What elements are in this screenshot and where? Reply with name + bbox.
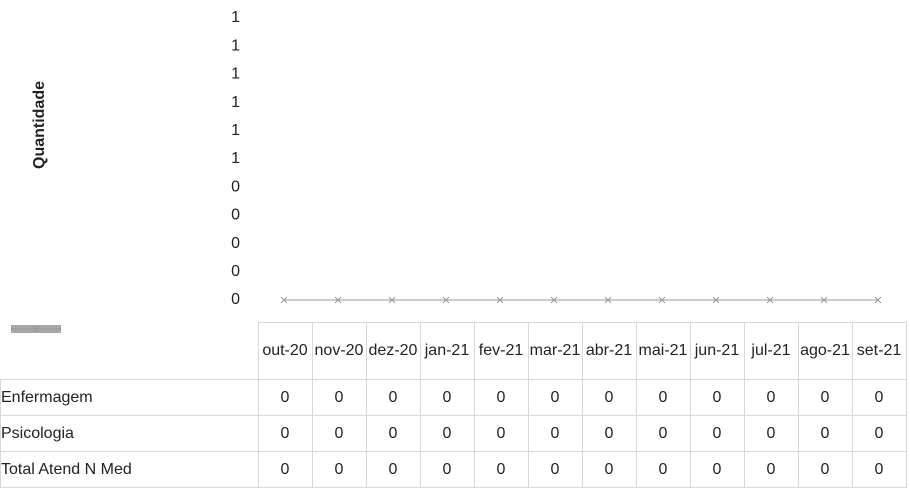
x-tick-label: jan-21 (419, 322, 475, 380)
table-value: 0 (527, 379, 583, 416)
table-header-row: out-20 nov-20 dez-20 jan-21 fev-21 mar-21 abr-… (1, 322, 907, 380)
table-value: 0 (797, 451, 853, 488)
x-tick-label: jun-21 (689, 322, 745, 380)
table-value: 0 (581, 415, 637, 452)
chart: Quantidade 0 0 0 0 0 1 1 1 1 1 1 (31, 9, 882, 308)
legend-entry: Enfermagem (0, 324, 259, 416)
table-value: 0 (635, 451, 691, 488)
legend-entry: Psicologia (0, 324, 259, 452)
table-value: 0 (257, 379, 313, 416)
marker (280, 296, 288, 304)
table-value: 0 (689, 415, 745, 452)
table-value: 0 (689, 379, 745, 416)
table-value: 0 (473, 451, 529, 488)
table-value: 0 (797, 415, 853, 452)
marker (874, 296, 882, 304)
marker (388, 296, 396, 304)
table-value: 0 (743, 379, 799, 416)
legend-marker (32, 325, 39, 332)
table-value: 0 (473, 415, 529, 452)
table-row: Enfermagem 0 0 0 0 0 0 0 0 0 0 0 0 (0, 324, 907, 416)
table-value: 0 (851, 451, 907, 488)
table-row: Total Atend N Med 0 0 0 0 0 0 0 0 0 0 0 0 (0, 325, 907, 488)
marker (550, 296, 558, 304)
x-tick-label: mar-21 (527, 322, 583, 380)
marker (712, 296, 720, 304)
x-tick-label: out-20 (257, 322, 313, 380)
table-row: Psicologia 0 0 0 0 0 0 0 0 0 0 0 0 (0, 324, 907, 452)
marker (334, 296, 342, 304)
table-value: 0 (365, 451, 421, 488)
marker (820, 296, 828, 304)
y-tick-label: 0 (231, 178, 240, 195)
table-value: 0 (419, 415, 475, 452)
x-tick-label: mai-21 (635, 322, 691, 380)
table-value: 0 (365, 379, 421, 416)
x-tick-label: ago-21 (797, 322, 853, 380)
data-table: out-20 nov-20 dez-20 jan-21 fev-21 mar-21 abr-… (0, 322, 907, 488)
x-tick-label: dez-20 (365, 322, 421, 380)
legend-label: Psicologia (1, 424, 74, 442)
legend-label: Enfermagem (1, 388, 93, 406)
table-value: 0 (257, 451, 313, 488)
y-tick-label: 1 (231, 9, 240, 26)
table-value: 0 (581, 379, 637, 416)
table-value: 0 (527, 451, 583, 488)
y-tick-label: 0 (231, 263, 240, 280)
marker (766, 296, 774, 304)
legend-entry: Total Atend N Med (0, 325, 259, 488)
y-tick-label: 1 (231, 37, 240, 54)
table-value: 0 (689, 451, 745, 488)
table-value: 0 (257, 415, 313, 452)
x-tick-label: nov-20 (311, 322, 367, 380)
table-value: 0 (743, 451, 799, 488)
marker (658, 296, 666, 304)
x-tick-label: jul-21 (743, 322, 799, 380)
table-value: 0 (365, 415, 421, 452)
x-tick-label: abr-21 (581, 322, 637, 380)
y-tick-label: 1 (231, 66, 240, 83)
table-value: 0 (311, 379, 367, 416)
table-value: 0 (527, 415, 583, 452)
marker (496, 296, 504, 304)
table-value: 0 (635, 415, 691, 452)
legend-label: Total Atend N Med (1, 460, 132, 478)
y-tick-label: 1 (231, 122, 240, 139)
table-value: 0 (419, 451, 475, 488)
marker (604, 296, 612, 304)
table-value: 0 (581, 451, 637, 488)
table-value: 0 (311, 415, 367, 452)
y-tick-label: 1 (231, 94, 240, 111)
table-value: 0 (311, 451, 367, 488)
y-tick-label: 1 (231, 150, 240, 167)
x-tick-label: fev-21 (473, 322, 529, 380)
y-tick-label: 0 (231, 207, 240, 224)
marker (442, 296, 450, 304)
table-value: 0 (851, 415, 907, 452)
table-value: 0 (851, 379, 907, 416)
table-value: 0 (419, 379, 475, 416)
x-tick-label: set-21 (851, 322, 907, 380)
y-axis-label: Quantidade (31, 81, 48, 169)
table-value: 0 (473, 379, 529, 416)
table-value: 0 (743, 415, 799, 452)
table-value: 0 (797, 379, 853, 416)
y-tick-label: 0 (231, 291, 240, 308)
y-tick-label: 0 (231, 235, 240, 252)
table-value: 0 (635, 379, 691, 416)
legend-key (10, 325, 61, 332)
